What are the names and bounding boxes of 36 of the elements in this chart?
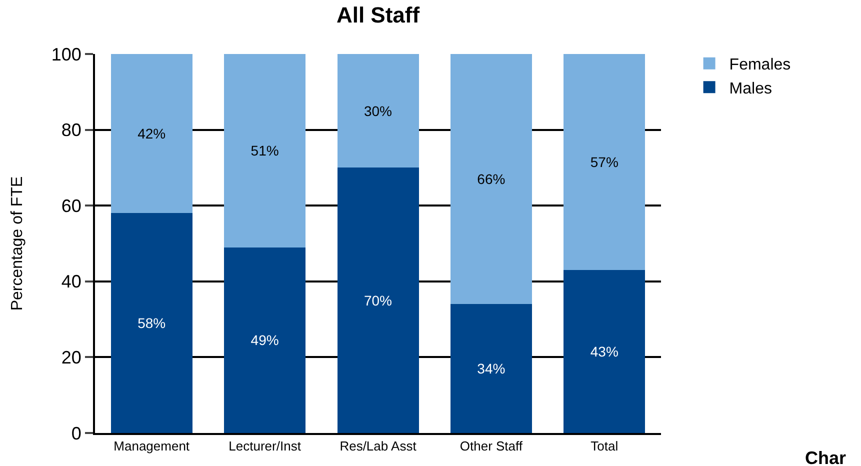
x-tick-label: Total [590,438,618,454]
y-tick-label: 0 [71,423,82,444]
y-tick-label: 40 [61,272,82,292]
data-label: 58% [138,315,166,332]
bar [110,54,192,214]
data-label: 70% [364,292,392,308]
chart-title: All Staff [336,2,420,28]
x-tick-label: Other Staff [460,438,523,454]
x-tick-label: Management [114,438,190,454]
bar [110,213,192,433]
y-tick-label: 100 [51,44,82,64]
bar [337,168,419,433]
bar [224,247,306,433]
y-tick-label: 20 [61,348,82,368]
text: Char [805,448,846,466]
bar [224,54,306,248]
bar [450,304,532,433]
data-label: 30% [364,102,392,119]
data-label: 34% [477,360,506,377]
legend-label: Males [729,80,772,98]
legend-label: Females [729,56,791,74]
bar [564,270,646,433]
y-tick-label: 60 [61,196,82,216]
x-tick-label: Lecturer/Inst [228,438,302,454]
bar [564,54,646,270]
data-label: 49% [250,332,279,348]
data-label: 57% [590,154,618,170]
bar [450,54,532,304]
bar [337,54,419,168]
data-label: 51% [250,142,279,159]
data-label: 43% [590,344,618,360]
x-tick-label: Res/Lab Asst [340,438,417,454]
data-label: 42% [138,126,166,142]
y-tick-label: 80 [61,120,82,140]
y-axis-title: Percentage of FTE [8,176,26,311]
data-label: 66% [477,171,506,188]
